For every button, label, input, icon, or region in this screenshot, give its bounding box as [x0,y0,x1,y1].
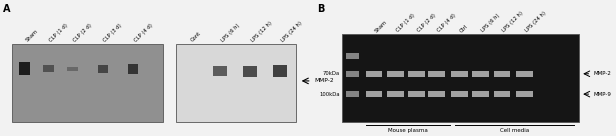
Text: Sham: Sham [25,29,39,43]
Text: MMP-2: MMP-2 [593,71,611,76]
Text: Ctrl: Ctrl [460,23,469,33]
Text: CLP (4 d): CLP (4 d) [437,13,457,33]
Text: CLP (1 d): CLP (1 d) [395,13,416,33]
Bar [429,91,445,97]
Text: CLP (1 d): CLP (1 d) [49,22,69,43]
Bar [346,91,359,97]
Bar [387,71,403,77]
Text: LPS (12 h): LPS (12 h) [250,20,273,43]
Bar [493,71,510,77]
Text: MMP-9: MMP-9 [593,92,611,97]
Text: LPS (6 h): LPS (6 h) [480,13,501,33]
Bar [408,71,425,77]
Text: Sham: Sham [374,19,388,33]
Bar [213,66,227,76]
Text: CLP (2 d): CLP (2 d) [416,13,437,33]
Text: CLP (2 d): CLP (2 d) [73,22,93,43]
Text: LPS (24 h): LPS (24 h) [280,20,302,43]
Bar [451,71,468,77]
Bar [516,91,533,97]
Text: LPS (24 h): LPS (24 h) [524,11,547,33]
Bar [43,65,54,72]
Bar [387,91,403,97]
Bar [366,71,382,77]
Text: MMP-2: MMP-2 [314,78,334,83]
Text: LPS (6 h): LPS (6 h) [220,23,240,43]
Text: LPS (12 h): LPS (12 h) [502,11,525,33]
Text: Cont: Cont [190,31,202,43]
Bar [451,91,468,97]
Text: Mouse plasma: Mouse plasma [387,128,428,133]
Text: B: B [317,4,325,14]
Bar [67,67,78,71]
Bar [97,65,108,73]
Bar [128,64,139,74]
Text: CLP (3 d): CLP (3 d) [103,23,123,43]
Bar [176,44,296,122]
Bar [516,71,533,77]
Bar [12,44,163,122]
Bar [429,71,445,77]
Bar [273,65,287,77]
Bar [408,91,425,97]
Text: A: A [3,4,10,14]
Bar [366,91,382,97]
Bar [493,91,510,97]
Bar [19,62,30,75]
Text: Cell media: Cell media [500,128,529,133]
Bar [243,66,257,77]
Bar [346,71,359,77]
Bar [346,53,359,59]
Bar [342,34,579,122]
Text: 100kDa: 100kDa [320,92,340,97]
Bar [472,71,489,77]
Text: CLP (4 d): CLP (4 d) [133,22,153,43]
Bar [472,91,489,97]
Text: 70kDa: 70kDa [323,71,340,76]
